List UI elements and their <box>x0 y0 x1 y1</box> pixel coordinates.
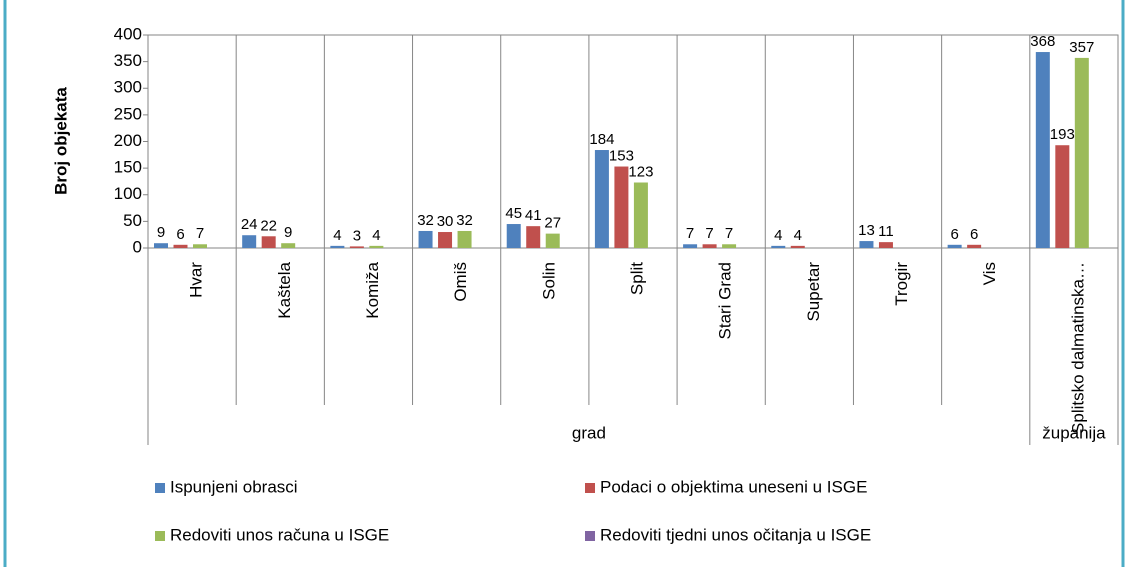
y-tick-label: 350 <box>114 51 142 70</box>
data-label: 45 <box>505 205 522 222</box>
data-label: 7 <box>686 225 694 242</box>
bar <box>193 244 207 248</box>
bar <box>173 244 188 248</box>
data-label: 4 <box>372 227 380 244</box>
bar <box>261 236 276 248</box>
bar <box>438 232 453 248</box>
data-label: 41 <box>525 207 542 224</box>
y-tick-label: 0 <box>133 237 142 256</box>
bar <box>967 244 982 248</box>
data-label: 153 <box>609 147 634 164</box>
bar <box>771 245 786 248</box>
legend-swatch <box>585 531 595 541</box>
data-label: 32 <box>456 212 473 229</box>
x-tick-label: Komiža <box>363 261 382 318</box>
bar <box>722 244 737 248</box>
data-label: 11 <box>878 223 894 240</box>
x-tick-label: Supetar <box>804 262 823 322</box>
y-tick-label: 400 <box>114 24 142 43</box>
bar <box>369 245 384 248</box>
legend-swatch <box>155 483 165 493</box>
y-axis-label: Broj objekata <box>51 87 70 195</box>
legend-label: Podaci o objektima uneseni u ISGE <box>600 477 867 496</box>
data-label: 7 <box>725 225 733 242</box>
data-label: 22 <box>260 217 277 234</box>
data-label: 6 <box>176 226 184 243</box>
legend-label: Redoviti unos računa u ISGE <box>170 525 389 544</box>
x-tick-label: Splitsko dalmatinska… <box>1068 262 1087 434</box>
bar <box>1074 57 1089 249</box>
data-label: 193 <box>1050 126 1075 143</box>
y-tick-label: 200 <box>114 131 142 150</box>
data-label: 6 <box>950 226 958 243</box>
data-label: 6 <box>970 226 978 243</box>
x-tick-label: Omiš <box>451 262 470 302</box>
legend-label: Redoviti tjedni unos očitanja u ISGE <box>600 525 871 544</box>
data-label: 24 <box>241 216 258 233</box>
data-label: 9 <box>284 224 292 241</box>
x-tick-label: Trogir <box>892 262 911 306</box>
y-tick-label: 150 <box>114 158 142 177</box>
legend-swatch <box>585 483 595 493</box>
data-label: 27 <box>544 215 561 232</box>
bar <box>1055 145 1070 248</box>
data-label: 368 <box>1030 33 1055 50</box>
bar <box>242 235 257 248</box>
x-tick-label: Vis <box>980 262 999 285</box>
x-tick-label: Split <box>627 262 646 295</box>
y-tick-label: 100 <box>114 184 142 203</box>
y-tick-label: 250 <box>114 104 142 123</box>
data-label: 7 <box>196 225 204 242</box>
y-tick-label: 50 <box>123 211 142 230</box>
bar <box>545 233 560 248</box>
bar <box>594 150 609 248</box>
data-label: 9 <box>157 224 165 241</box>
legend-label: Ispunjeni obrasci <box>170 477 298 496</box>
group-label: grad <box>572 423 606 442</box>
bar <box>947 244 962 248</box>
bar <box>633 182 648 248</box>
bar <box>614 166 629 248</box>
bar <box>349 246 364 248</box>
x-tick-label: Solin <box>539 262 558 300</box>
data-label: 4 <box>774 227 782 244</box>
bar <box>418 230 433 248</box>
bar <box>1035 52 1050 248</box>
x-tick-label: Stari Grad <box>716 262 735 339</box>
bar <box>526 226 541 248</box>
bar <box>154 243 168 248</box>
data-label: 4 <box>794 227 802 244</box>
y-tick-label: 300 <box>114 78 142 97</box>
group-label: županija <box>1042 423 1106 442</box>
bar <box>702 244 717 248</box>
bar <box>878 242 893 248</box>
legend-swatch <box>155 531 165 541</box>
x-tick-label: Hvar <box>187 262 206 298</box>
bar <box>281 243 296 248</box>
data-label: 7 <box>705 225 713 242</box>
data-label: 3 <box>353 227 361 244</box>
data-label: 184 <box>589 131 614 148</box>
data-label: 4 <box>333 227 341 244</box>
data-label: 123 <box>628 163 653 180</box>
data-label: 32 <box>417 212 434 229</box>
bar <box>457 230 472 248</box>
data-label: 357 <box>1069 39 1094 56</box>
bar <box>859 241 874 248</box>
data-label: 30 <box>437 213 454 230</box>
bar <box>790 245 805 248</box>
bar <box>506 224 521 248</box>
bar <box>683 244 698 248</box>
data-label: 13 <box>858 222 875 239</box>
x-tick-label: Kaštela <box>275 261 294 318</box>
bar <box>330 245 345 248</box>
